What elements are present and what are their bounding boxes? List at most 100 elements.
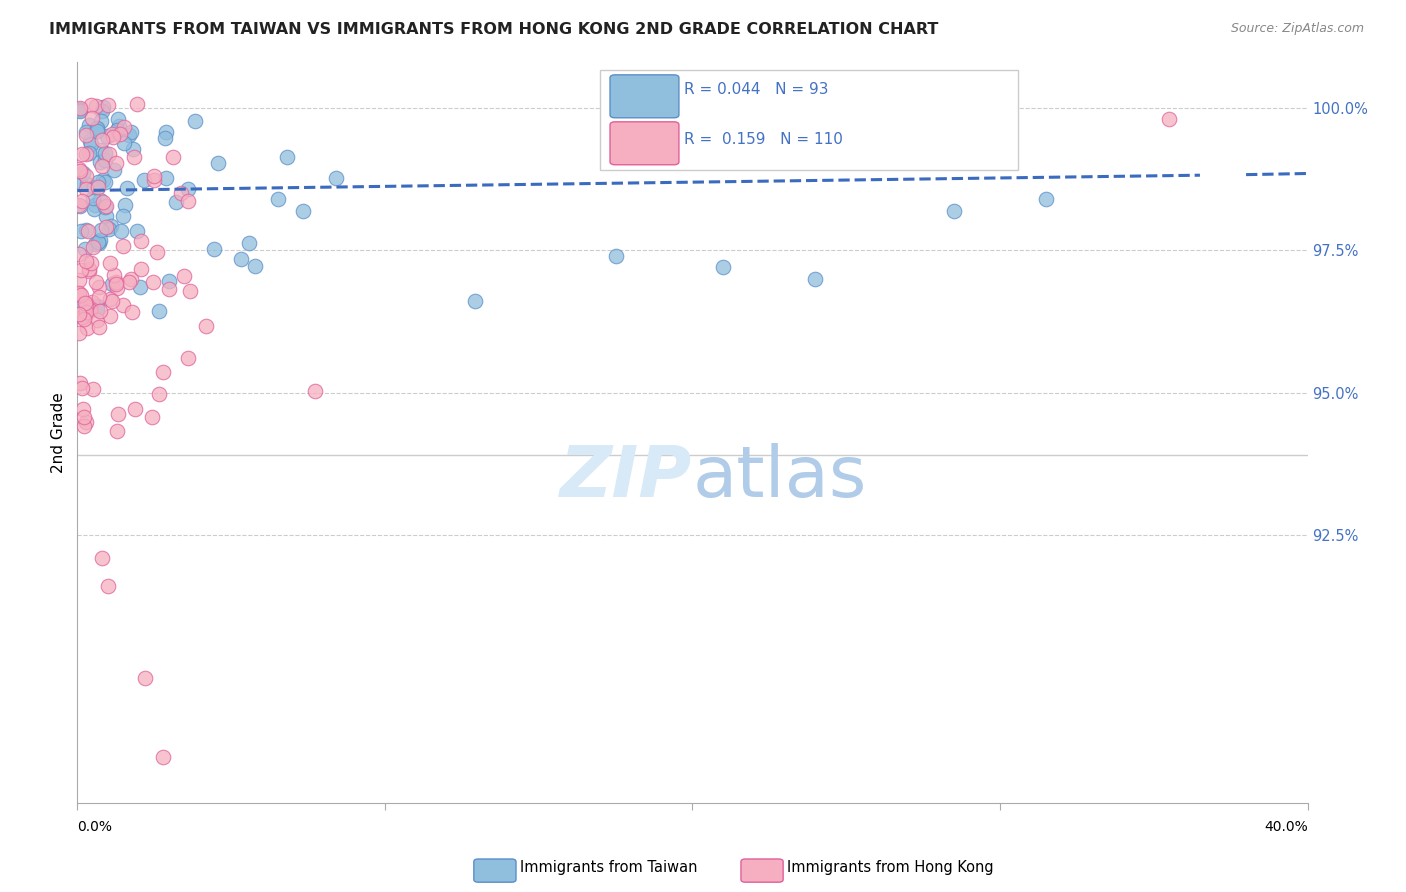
Point [129, 234, 152, 248]
Point [67, 273, 90, 287]
Point [100, 219, 122, 233]
Point [1035, 192, 1057, 206]
Point [87, 320, 110, 334]
Point [96, 220, 118, 235]
Point [79, 134, 101, 148]
Point [91, 194, 114, 209]
Point [70, 147, 93, 161]
Point [89, 233, 111, 247]
Point [80, 97, 103, 112]
Point [184, 113, 207, 128]
Point [111, 239, 134, 253]
Point [94, 145, 117, 160]
Point [75, 169, 97, 183]
Point [804, 272, 827, 286]
Point [84, 275, 107, 289]
Point [75, 296, 97, 310]
Point [101, 294, 124, 309]
Point [90, 113, 112, 128]
Point [94, 199, 117, 213]
Point [98, 256, 121, 270]
Point [83, 202, 105, 217]
Point [86, 121, 108, 136]
Point [83, 180, 105, 194]
Point [107, 407, 129, 421]
Text: Immigrants from Hong Kong: Immigrants from Hong Kong [787, 860, 994, 874]
Point [605, 249, 627, 263]
Point [157, 282, 180, 296]
Point [325, 171, 347, 186]
Point [73, 243, 96, 257]
Point [177, 194, 200, 208]
FancyBboxPatch shape [610, 75, 679, 118]
Point [82, 382, 104, 396]
Point [127, 224, 149, 238]
Point [112, 136, 135, 150]
Point [80, 111, 103, 125]
Point [173, 269, 195, 284]
Point [75, 296, 97, 310]
Point [148, 304, 170, 318]
Point [304, 384, 326, 398]
Point [91, 159, 114, 173]
Text: ZIP: ZIP [560, 442, 693, 511]
Point [97, 147, 120, 161]
Point [93, 200, 115, 214]
Point [114, 197, 136, 211]
Point [93, 175, 115, 189]
Point [82, 190, 104, 204]
Point [91, 101, 114, 115]
Text: 0.0%: 0.0% [77, 820, 112, 834]
Point [67, 285, 90, 300]
Point [89, 154, 111, 169]
Point [243, 259, 266, 273]
Point [83, 237, 105, 252]
Point [121, 304, 143, 318]
Point [87, 235, 110, 249]
Point [89, 304, 111, 318]
Point [152, 365, 174, 379]
Point [143, 169, 166, 183]
Point [70, 224, 93, 238]
Point [69, 175, 91, 189]
Point [143, 173, 166, 187]
Point [134, 671, 156, 685]
Point [148, 387, 170, 401]
Text: R =  0.159   N = 110: R = 0.159 N = 110 [683, 132, 842, 147]
Point [104, 277, 127, 291]
Point [75, 128, 97, 143]
Text: IMMIGRANTS FROM TAIWAN VS IMMIGRANTS FROM HONG KONG 2ND GRADE CORRELATION CHART: IMMIGRANTS FROM TAIWAN VS IMMIGRANTS FRO… [49, 22, 939, 37]
Point [70, 381, 93, 395]
Point [86, 312, 108, 326]
Point [129, 262, 152, 277]
Text: Immigrants from Taiwan: Immigrants from Taiwan [520, 860, 697, 874]
Point [91, 104, 114, 119]
Text: Source: ZipAtlas.com: Source: ZipAtlas.com [1230, 22, 1364, 36]
Text: 40.0%: 40.0% [1264, 820, 1308, 834]
Point [86, 299, 108, 313]
Point [97, 221, 120, 235]
Point [104, 275, 127, 289]
Point [711, 260, 734, 275]
Point [134, 173, 156, 187]
Point [75, 223, 97, 237]
Point [97, 98, 120, 112]
Point [69, 103, 91, 118]
Point [76, 177, 98, 191]
Point [80, 294, 103, 309]
Point [291, 204, 314, 219]
Point [90, 133, 112, 147]
Point [69, 103, 91, 118]
Point [177, 351, 200, 366]
FancyBboxPatch shape [610, 122, 679, 165]
Point [117, 128, 139, 143]
Point [80, 137, 103, 152]
Point [86, 120, 108, 135]
Point [67, 198, 90, 212]
Point [89, 280, 111, 294]
Point [267, 192, 290, 206]
Point [69, 287, 91, 301]
Point [124, 401, 146, 416]
Point [118, 275, 141, 289]
Point [77, 264, 100, 278]
